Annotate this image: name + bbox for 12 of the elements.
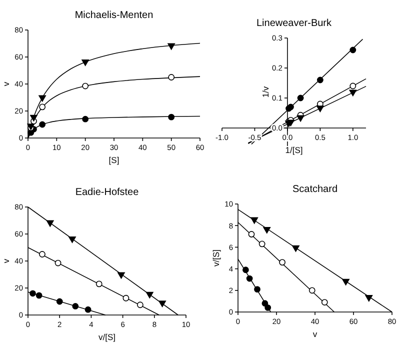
chart-title: Scatchard (292, 184, 338, 195)
y-axis-title: v (1, 258, 11, 264)
y-axis-title: 1/v (260, 86, 270, 98)
y-axis-title: v/[S] (211, 249, 221, 267)
chart-title: Lineweaver-Burk (256, 18, 333, 29)
chart-title: Michaelis-Menten (74, 10, 154, 21)
x-axis-title: 1/[S] (285, 145, 303, 155)
y-axis-title: v (1, 81, 11, 86)
x-axis-title: [S] (108, 155, 120, 165)
chart-title: Eadie-Hofstee (75, 187, 140, 198)
x-axis-title: v (312, 329, 318, 339)
x-axis-title: v/[S] (98, 332, 116, 342)
